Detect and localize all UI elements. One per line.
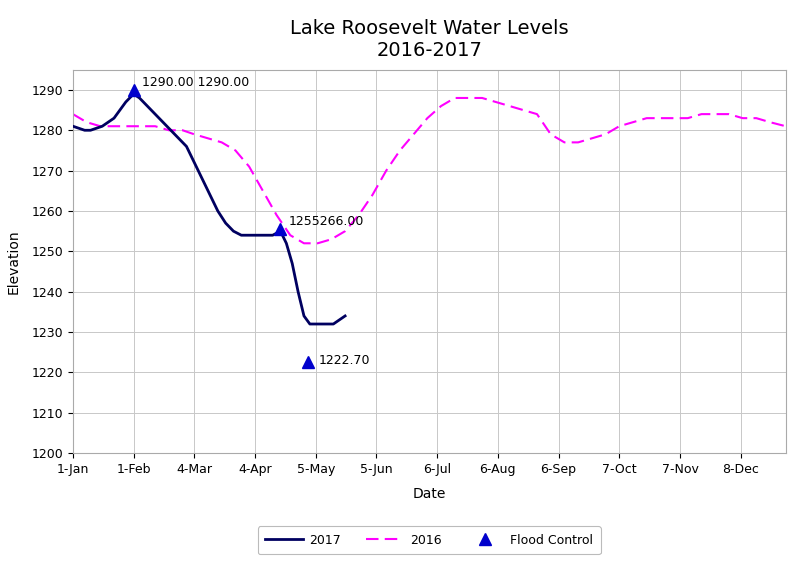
Text: 1255266.00: 1255266.00 [289,215,364,228]
X-axis label: Date: Date [412,487,446,501]
Legend: 2017, 2016, Flood Control: 2017, 2016, Flood Control [258,526,600,554]
Text: 1222.70: 1222.70 [319,354,370,367]
Text: 1290.00 1290.00: 1290.00 1290.00 [142,76,249,89]
Title: Lake Roosevelt Water Levels
2016-2017: Lake Roosevelt Water Levels 2016-2017 [290,19,569,60]
Y-axis label: Elevation: Elevation [6,229,20,294]
